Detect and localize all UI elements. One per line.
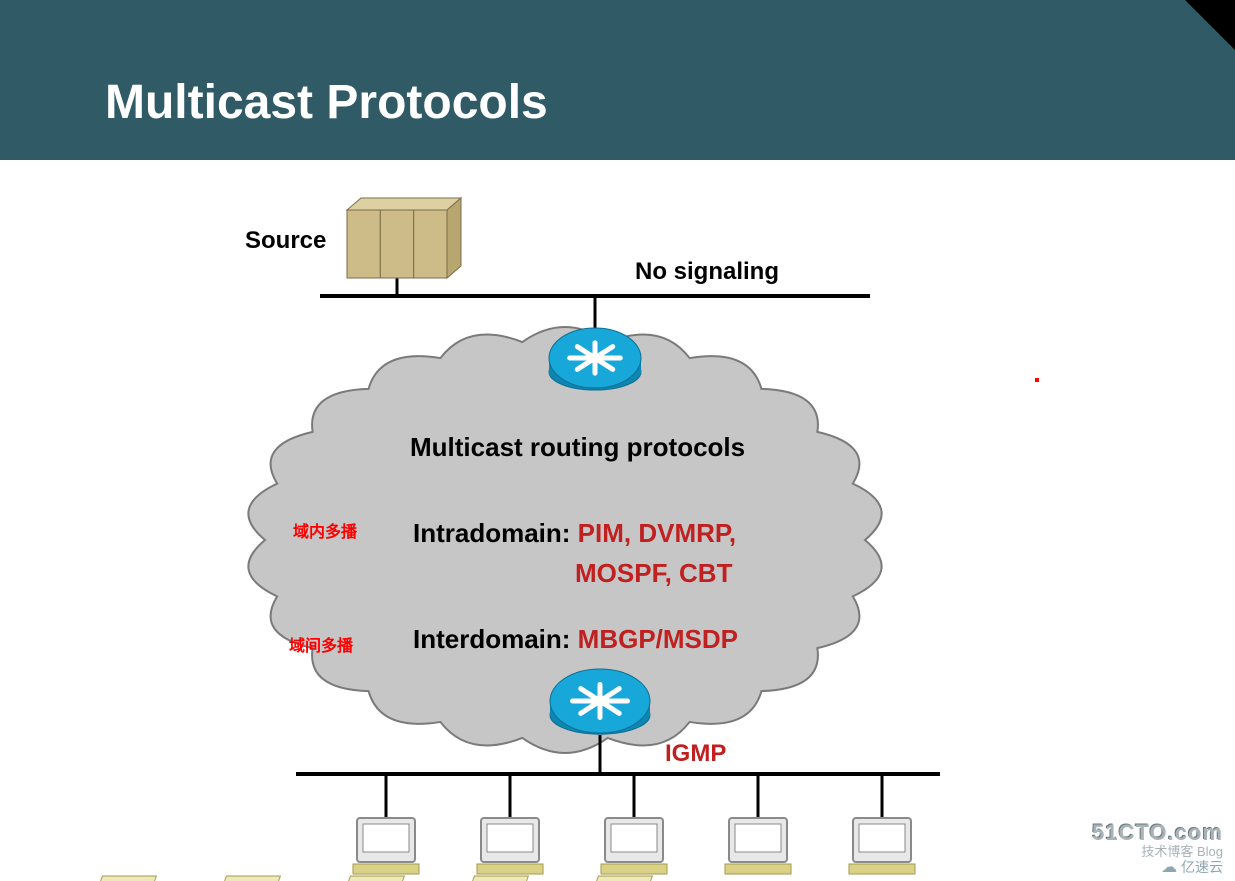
slide-header: Multicast Protocols: [0, 0, 1235, 160]
intradomain-protocols-line2: MOSPF, CBT: [575, 558, 732, 589]
cursor-dot-icon: [1035, 378, 1039, 382]
watermark-line1: 51CTO.com: [1092, 821, 1223, 845]
slide-title: Multicast Protocols: [105, 75, 548, 130]
watermark: 51CTO.com 技术博客 Blog ☁ 亿速云: [1092, 821, 1223, 877]
router-top-icon: [549, 328, 641, 390]
interdomain-label: Interdomain:: [413, 624, 578, 654]
no-signaling-label: No signaling: [635, 258, 779, 286]
watermark-line3: ☁ 亿速云: [1092, 859, 1223, 877]
pc-icon: [99, 818, 419, 881]
diagram-stage: Source No signaling Multicast routing pr…: [0, 160, 1235, 881]
watermark-line3-text: 亿速云: [1181, 859, 1223, 875]
corner-fold-icon: [1185, 0, 1235, 50]
annot-interdomain: 域间多播: [289, 632, 353, 656]
intradomain-protocols-line1: PIM, DVMRP,: [578, 518, 736, 548]
watermark-line2: 技术博客 Blog: [1092, 845, 1223, 859]
interdomain-protocols: MBGP/MSDP: [578, 624, 738, 654]
cloud-title-label: Multicast routing protocols: [410, 432, 745, 463]
igmp-label: IGMP: [665, 740, 726, 768]
source-server-icon: [347, 198, 461, 278]
annot-intradomain: 域内多播: [293, 518, 357, 542]
source-label: Source: [245, 227, 326, 255]
router-bottom-icon: [550, 669, 650, 734]
intradomain-label: Intradomain:: [413, 518, 578, 548]
